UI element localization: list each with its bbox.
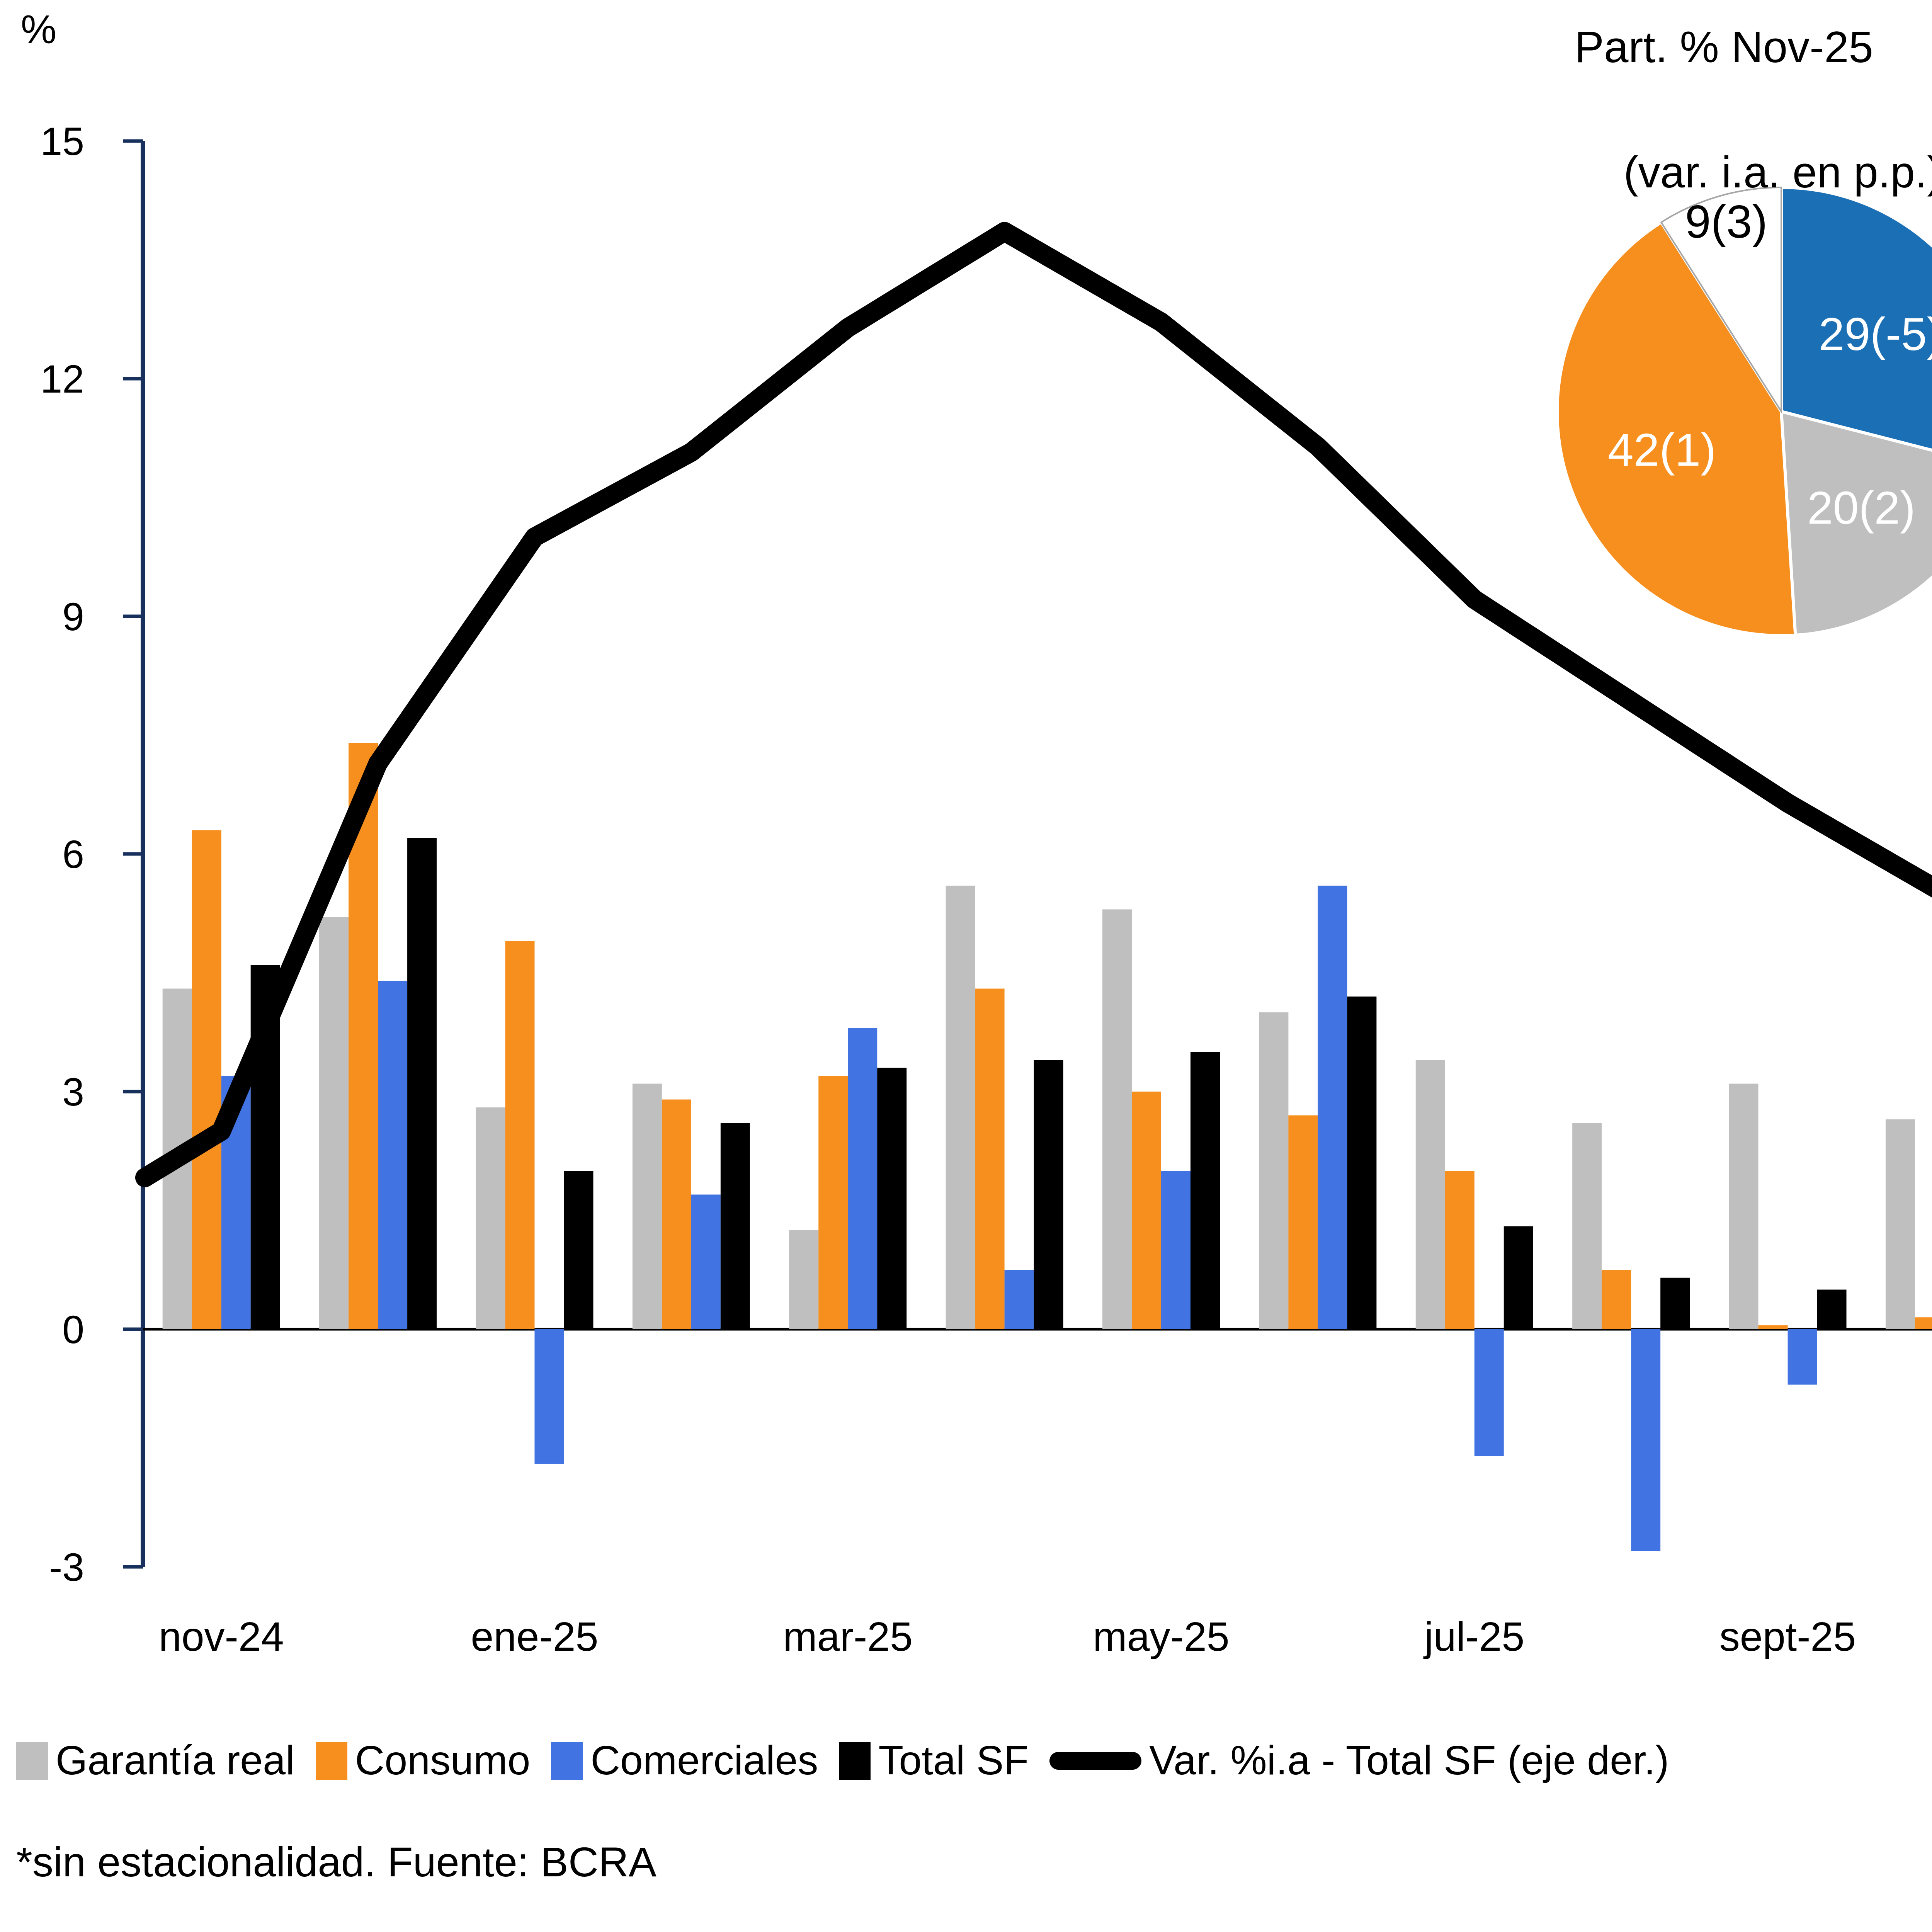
left-axis-tick-label: 12 xyxy=(41,357,84,401)
legend-label: Comerciales xyxy=(590,1738,818,1783)
bar-Garantía real-feb-25 xyxy=(632,1083,662,1329)
legend-item-Var. %i.a - Total SF (eje der.): Var. %i.a - Total SF (eje der.) xyxy=(1049,1737,1669,1784)
left-axis-tick-label: -3 xyxy=(49,1545,84,1589)
x-axis-label-ene-25: ene-25 xyxy=(471,1614,598,1660)
bar-Comerciales-mar-25 xyxy=(848,1028,878,1329)
left-axis-tick-label: 15 xyxy=(41,119,84,163)
legend-line-marker xyxy=(1049,1752,1142,1770)
pie-title: Part. % Nov-25 (var. i.a. en p.p.) xyxy=(1575,16,1932,267)
bar-Comerciales-sept-25 xyxy=(1787,1329,1817,1385)
x-axis-label-jul-25: jul-25 xyxy=(1423,1614,1524,1660)
bar-Total SF-sept-25 xyxy=(1817,1289,1847,1329)
legend-label: Var. %i.a - Total SF (eje der.) xyxy=(1149,1738,1669,1783)
legend-swatch xyxy=(16,1742,48,1780)
left-axis-tick-label: 9 xyxy=(62,595,84,639)
bar-Comerciales-ago-25 xyxy=(1631,1329,1661,1551)
bar-Garantía real-abr-25 xyxy=(946,886,975,1329)
bar-Garantía real-mar-25 xyxy=(789,1230,819,1329)
bar-Garantía real-ene-25 xyxy=(476,1107,505,1329)
bar-Comerciales-abr-25 xyxy=(1004,1270,1034,1329)
bar-Comerciales-may-25 xyxy=(1161,1171,1190,1329)
bar-Comerciales-jul-25 xyxy=(1474,1329,1504,1456)
legend-label: Total SF xyxy=(878,1738,1029,1783)
bar-Total SF-ene-25 xyxy=(564,1171,594,1329)
bar-Total SF-ago-25 xyxy=(1660,1277,1690,1329)
bar-Total SF-feb-25 xyxy=(720,1123,750,1329)
bar-Consumo-jul-25 xyxy=(1445,1171,1475,1329)
pie-slice-42(1) xyxy=(1556,220,1797,637)
bar-Consumo-abr-25 xyxy=(975,988,1005,1329)
legend-item-Consumo: Consumo xyxy=(315,1737,531,1784)
bar-Garantía real-may-25 xyxy=(1102,909,1132,1329)
pie-slice-20(2) xyxy=(1779,409,1932,637)
legend: Garantía real Consumo Comerciales Total SF V… xyxy=(16,1737,1669,1784)
bar-Garantía real-dic-24 xyxy=(319,917,349,1329)
left-axis-tick-label: 3 xyxy=(62,1070,84,1114)
bar-Total SF-jul-25 xyxy=(1503,1226,1533,1329)
bar-Garantía real-ago-25 xyxy=(1572,1123,1602,1329)
bar-Comerciales-dic-24 xyxy=(378,981,408,1329)
x-axis-label-sept-25: sept-25 xyxy=(1719,1614,1856,1660)
x-axis-label-nov-24: nov-24 xyxy=(159,1614,284,1660)
pie-slice-label-9(3): 9(3) xyxy=(1685,196,1767,248)
bar-Consumo-may-25 xyxy=(1132,1092,1161,1329)
legend-item-Garantía real: Garantía real xyxy=(16,1737,295,1784)
pie-slice-29(-5) xyxy=(1780,185,1932,452)
bar-Garantía real-jun-25 xyxy=(1259,1012,1289,1329)
bar-Comerciales-feb-25 xyxy=(691,1194,721,1329)
bar-Consumo-nov-24 xyxy=(192,830,221,1329)
pie-slice-label-42(1): 42(1) xyxy=(1608,424,1716,476)
left-axis-unit-label: % xyxy=(21,7,56,52)
bar-Total SF-mar-25 xyxy=(877,1068,907,1329)
bar-Consumo-jun-25 xyxy=(1288,1115,1318,1329)
pie-title-line2: (var. i.a. en p.p.) xyxy=(1623,148,1932,197)
legend-item-Total SF: Total SF xyxy=(839,1737,1029,1784)
bar-Consumo-ene-25 xyxy=(505,941,535,1329)
legend-label: Garantía real xyxy=(56,1738,295,1783)
bar-Total SF-may-25 xyxy=(1190,1052,1220,1329)
legend-swatch xyxy=(551,1742,583,1780)
bar-Consumo-sept-25 xyxy=(1758,1325,1788,1329)
bar-Total SF-abr-25 xyxy=(1034,1060,1063,1329)
pie-slice-label-29(-5): 29(-5) xyxy=(1819,308,1932,360)
line-series-var-ia xyxy=(135,222,1932,1187)
bar-Consumo-oct-25 xyxy=(1915,1317,1932,1329)
bar-Consumo-feb-25 xyxy=(662,1099,691,1329)
x-axis-label-may-25: may-25 xyxy=(1093,1614,1229,1660)
pie-slice-9(3) xyxy=(1660,186,1782,414)
bar-Consumo-ago-25 xyxy=(1602,1270,1631,1329)
bar-Total SF-jun-25 xyxy=(1347,997,1377,1329)
bar-Garantía real-oct-25 xyxy=(1885,1119,1915,1329)
left-axis-tick-label: 6 xyxy=(62,832,84,876)
bar-Total SF-dic-24 xyxy=(407,838,437,1329)
legend-swatch xyxy=(315,1742,347,1780)
left-axis-tick-label: 0 xyxy=(62,1308,84,1352)
bar-Consumo-mar-25 xyxy=(818,1076,848,1329)
bar-Garantía real-sept-25 xyxy=(1729,1083,1759,1329)
bar-Garantía real-jul-25 xyxy=(1415,1060,1445,1329)
bar-Comerciales-jun-25 xyxy=(1318,886,1347,1329)
legend-label: Consumo xyxy=(355,1738,531,1783)
source-note: *sin estacionalidad. Fuente: BCRA xyxy=(16,1838,656,1885)
pie-title-line1: Part. % Nov-25 xyxy=(1575,23,1873,72)
x-axis-label-mar-25: mar-25 xyxy=(783,1614,913,1660)
legend-item-Comerciales: Comerciales xyxy=(551,1737,818,1784)
bar-Comerciales-ene-25 xyxy=(534,1329,564,1464)
legend-swatch xyxy=(839,1742,871,1780)
pie-slice-label-20(2): 20(2) xyxy=(1807,482,1915,534)
